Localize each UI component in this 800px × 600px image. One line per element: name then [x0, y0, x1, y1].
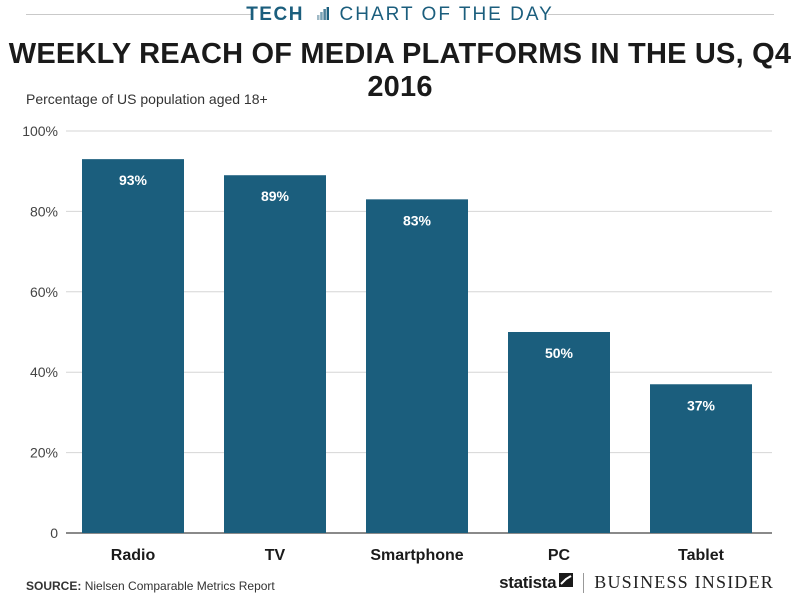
data-label: 37% — [687, 397, 716, 413]
data-label: 93% — [119, 172, 148, 188]
y-tick-label: 100% — [22, 123, 58, 139]
data-label: 89% — [261, 188, 290, 204]
y-tick-label: 60% — [30, 284, 58, 300]
y-tick-label: 20% — [30, 445, 58, 461]
bar-chart-icon — [316, 4, 329, 26]
chart-title: WEEKLY REACH OF MEDIA PLATFORMS IN THE U… — [8, 38, 792, 103]
brand-block: statista BUSINESS INSIDER — [499, 572, 774, 593]
header-series: CHART OF THE DAY — [339, 4, 554, 26]
bar-radio — [82, 159, 184, 533]
source-text: Nielsen Comparable Metrics Report — [84, 579, 275, 593]
y-tick-label: 40% — [30, 364, 58, 380]
brand-divider — [583, 572, 585, 593]
statista-logo-icon — [559, 573, 574, 592]
data-label: 50% — [545, 345, 574, 361]
source-label: SOURCE: — [26, 579, 82, 593]
header-rule-left — [26, 14, 252, 15]
x-tick-label: TV — [265, 547, 286, 564]
header-band: TECH CHART OF THE DAY — [0, 0, 800, 30]
business-insider-logo-text: BUSINESS INSIDER — [594, 572, 774, 592]
source-note: SOURCE: Nielsen Comparable Metrics Repor… — [26, 579, 275, 593]
bar-smartphone — [366, 199, 468, 533]
statista-logo-text: statista — [499, 572, 557, 592]
x-tick-label: Smartphone — [370, 547, 463, 564]
x-tick-label: Radio — [111, 547, 156, 564]
bar-tv — [224, 175, 326, 533]
chart-subtitle: Percentage of US population aged 18+ — [26, 91, 268, 107]
y-tick-label: 0 — [50, 525, 58, 541]
header-section: TECH — [246, 4, 304, 26]
bar-tablet — [650, 384, 752, 533]
header-label: TECH CHART OF THE DAY — [0, 4, 800, 26]
x-tick-label: Tablet — [678, 547, 725, 564]
bar-pc — [508, 332, 610, 533]
y-tick-label: 80% — [30, 203, 58, 219]
header-rule-right — [548, 14, 774, 15]
data-label: 83% — [403, 212, 432, 228]
x-tick-label: PC — [548, 547, 571, 564]
